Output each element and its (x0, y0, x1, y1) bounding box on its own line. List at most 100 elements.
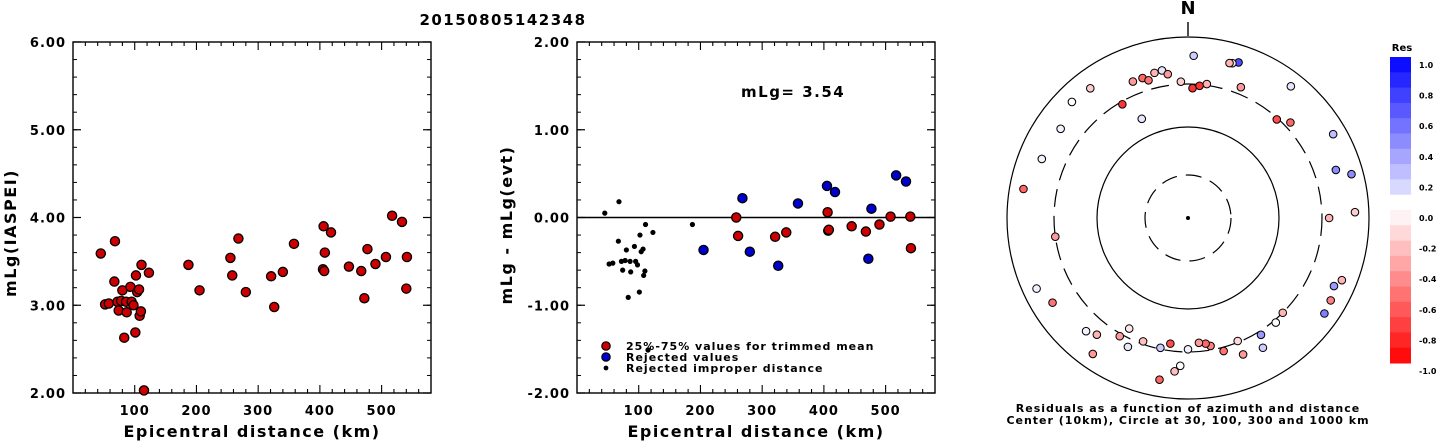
rejected-value-point (737, 192, 748, 204)
data-point (265, 271, 277, 282)
residual-point (1150, 68, 1159, 78)
rejected-distance-point (615, 238, 621, 244)
residual-point (1115, 331, 1125, 341)
residual-point (1123, 342, 1133, 352)
colorbar-cell (1390, 87, 1411, 104)
trimmed-mean-point (905, 211, 916, 222)
rejected-distance-point (636, 289, 642, 295)
legend-label: 25%-75% values for trimmed mean (626, 340, 874, 353)
data-point (128, 299, 139, 311)
colorbar-cell (1390, 301, 1411, 318)
residual-point (1175, 361, 1185, 371)
colorbar-cell (1390, 255, 1411, 272)
residual-point (1086, 84, 1095, 93)
residual-point (1037, 154, 1047, 164)
rejected-distance-point (625, 294, 631, 300)
colorbar-cell (1390, 347, 1411, 364)
rejected-value-point (821, 180, 833, 192)
y-tick-label: -1.00 (528, 299, 570, 314)
x-tick-label: 400 (809, 404, 839, 419)
rejected-value-point (698, 244, 709, 256)
data-point (136, 259, 147, 271)
ring-1000km (1006, 36, 1370, 400)
residual-point (1286, 118, 1295, 127)
rejected-value-point (829, 186, 841, 198)
rejected-distance-point (642, 221, 649, 228)
trimmed-mean-point (730, 212, 742, 223)
rejected-distance-point (631, 243, 638, 250)
residual-point (1163, 69, 1173, 79)
y-tick-label: 2.00 (534, 36, 570, 51)
rejected-distance-point (620, 267, 626, 273)
residual-point (1326, 296, 1336, 305)
residual-point (1056, 124, 1065, 134)
y-tick-label: 6.00 (30, 36, 66, 51)
colorbar-tick-label: 0.0 (1419, 214, 1434, 223)
residual-point (1278, 308, 1288, 318)
data-point (356, 265, 367, 277)
colorbar-cell (1390, 164, 1411, 180)
trimmed-mean-point (860, 226, 872, 237)
trimmed-mean-point (823, 224, 835, 236)
rejected-distance-point (616, 199, 622, 205)
legend-marker (601, 341, 611, 351)
data-point (325, 227, 337, 238)
residual-point (1256, 330, 1266, 340)
x-tick-label: 100 (120, 404, 150, 419)
residual-point (1347, 169, 1356, 179)
trimmed-mean-point (905, 242, 917, 254)
legend-marker (603, 365, 609, 371)
residual-point (1032, 284, 1041, 293)
residual-point (1051, 232, 1060, 241)
data-point (130, 327, 141, 338)
data-point (386, 210, 398, 221)
rejected-distance-point (622, 257, 628, 264)
residual-point (1183, 344, 1193, 354)
y-axis-ticks: 2.00 3.00 4.00 5.00 6.00 (30, 36, 431, 402)
data-point (233, 233, 244, 244)
x-tick-label: 500 (367, 404, 397, 419)
trimmed-mean-point (822, 206, 833, 218)
figure-title: 20150805142348 (419, 11, 586, 29)
rejected-distance-point (628, 269, 634, 275)
trimmed-mean-point (885, 211, 896, 222)
residual-point (1236, 82, 1246, 92)
colorbar-label: Res (1392, 43, 1412, 54)
colorbar-cell (1390, 210, 1411, 226)
panel-residuals: -2.00 -1.00 0.00 1.00 2.00 100 200 300 400 500 m… (497, 36, 936, 441)
residual-point (1320, 309, 1329, 318)
rejected-distance-point (602, 210, 608, 216)
residual-point (1350, 207, 1360, 217)
data-points (602, 170, 917, 353)
residual-point (1048, 298, 1057, 307)
legend-marker (601, 352, 611, 362)
data-point (362, 243, 373, 255)
trimmed-mean-point (874, 219, 885, 230)
residual-point (1324, 213, 1334, 223)
residual-point (1019, 184, 1028, 194)
data-point (401, 283, 412, 294)
residual-point (1219, 346, 1228, 356)
panel-mlg-iaspei: 2.00 3.00 4.00 5.00 6.00 100 200 300 400 500 Epi… (1, 36, 432, 441)
x-tick-label: 300 (747, 404, 777, 419)
data-point (268, 301, 280, 313)
data-point (226, 270, 238, 281)
data-point (288, 238, 300, 250)
trimmed-mean-point (846, 221, 857, 232)
residual-point (1225, 58, 1234, 68)
ring-30km (1144, 174, 1232, 262)
rejected-distance-point (610, 260, 616, 266)
colorbar-tick-label: 0.6 (1419, 122, 1434, 131)
residual-point (1271, 318, 1281, 327)
x-axis-title: Epicentral distance (km) (627, 422, 884, 441)
data-point (380, 251, 392, 263)
trimmed-mean-point (732, 230, 744, 242)
rejected-distance-point (641, 272, 647, 279)
data-point (318, 221, 329, 232)
residual-point (1128, 77, 1138, 86)
residual-point (1329, 281, 1339, 291)
residual-point (1337, 275, 1347, 285)
residual-point (1233, 336, 1243, 346)
residual-point (1156, 343, 1165, 353)
data-point (359, 292, 370, 304)
